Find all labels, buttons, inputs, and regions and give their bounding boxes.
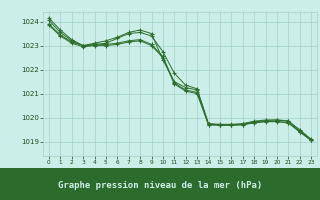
- Text: Graphe pression niveau de la mer (hPa): Graphe pression niveau de la mer (hPa): [58, 181, 262, 190]
